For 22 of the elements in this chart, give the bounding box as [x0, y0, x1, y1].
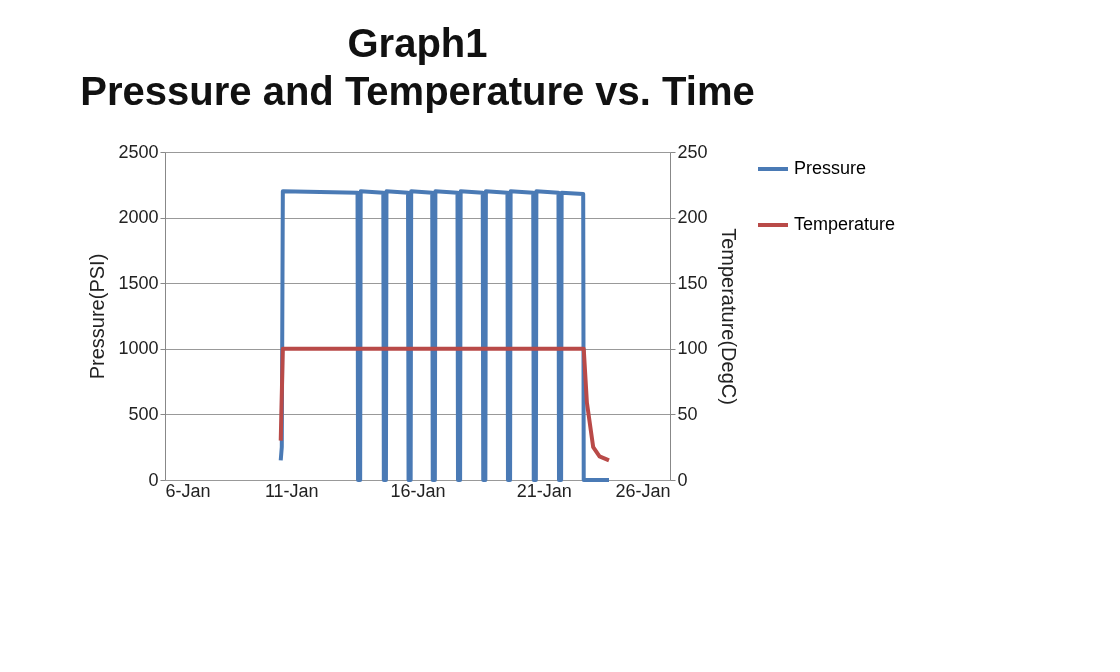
y-tick-label: 1000	[118, 338, 159, 359]
legend-label: Pressure	[794, 158, 867, 178]
y2-tick-label: 150	[677, 272, 708, 293]
y-tick-label: 2500	[118, 141, 159, 162]
y2-tick-label: 100	[677, 338, 708, 359]
legend-label: Temperature	[794, 214, 896, 234]
y2-tick-label: 50	[677, 403, 698, 424]
x-tick-label: 26-Jan	[615, 480, 671, 501]
y2-axis-title: Temperature(DegC)	[717, 228, 740, 405]
x-tick-label: 6-Jan	[165, 480, 211, 501]
y-tick-label: 1500	[118, 272, 159, 293]
y-tick-label: 500	[128, 403, 159, 424]
y2-tick-label: 0	[677, 469, 688, 490]
y2-tick-label: 200	[677, 207, 708, 228]
x-tick-label: 21-Jan	[516, 480, 572, 501]
y-tick-label: 2000	[118, 207, 159, 228]
y-tick-label: 0	[148, 469, 159, 490]
x-tick-label: 11-Jan	[264, 480, 319, 501]
y2-tick-label: 250	[677, 141, 708, 162]
x-tick-label: 16-Jan	[390, 480, 446, 501]
y-axis-title: Pressure(PSI)	[86, 253, 109, 380]
chart-title: Graph1 Pressure and Temperature vs. Time	[80, 21, 755, 113]
